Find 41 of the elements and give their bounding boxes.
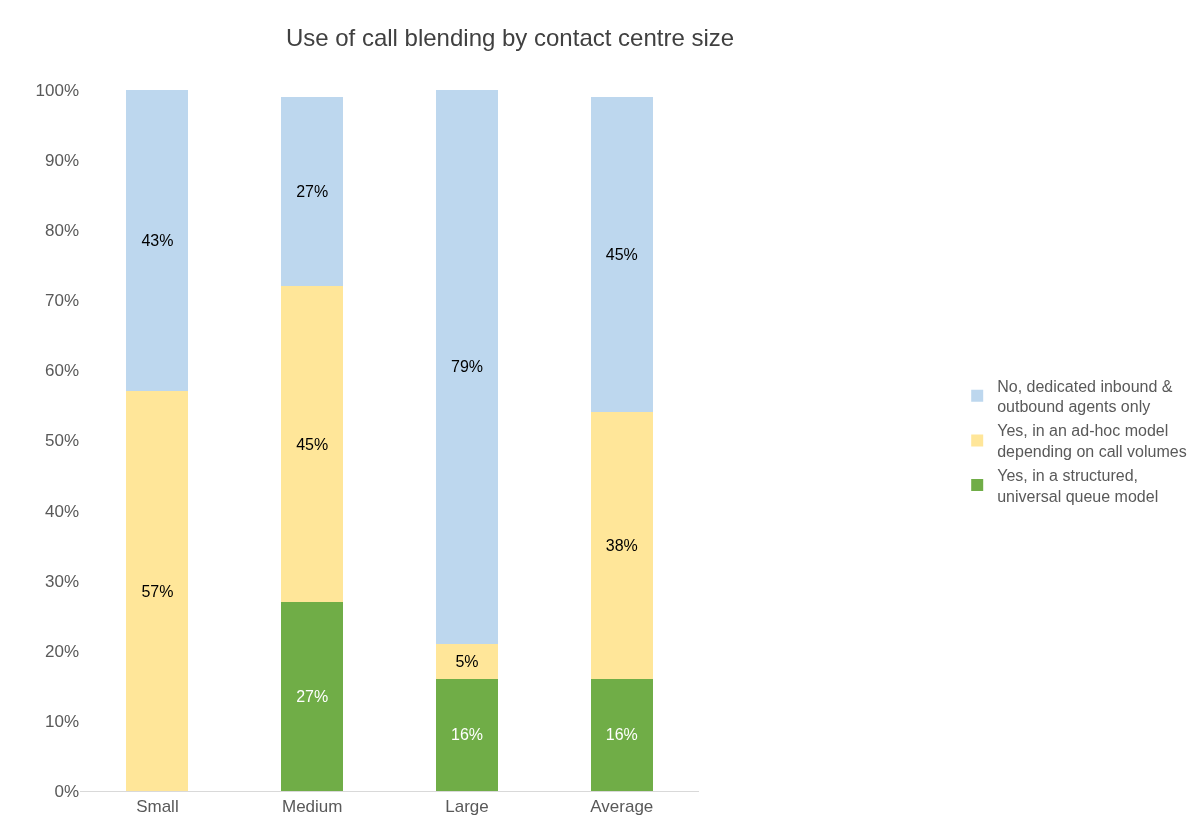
chart-title: Use of call blending by contact centre size bbox=[285, 24, 735, 52]
y-tick-label: 40% bbox=[44, 501, 79, 521]
data-label: 16% bbox=[605, 726, 638, 744]
data-label: 5% bbox=[455, 652, 479, 670]
bar bbox=[590, 412, 653, 679]
data-label: 43% bbox=[141, 232, 174, 250]
y-tick-label: 50% bbox=[44, 431, 79, 451]
legend-label: Yes, in a structured, universal queue model bbox=[997, 466, 1159, 505]
legend-label: No, dedicated inbound & outbound agents only bbox=[997, 377, 1173, 416]
y-tick-label: 0% bbox=[54, 781, 79, 801]
data-label: 45% bbox=[296, 435, 329, 453]
y-tick-label: 10% bbox=[44, 711, 79, 731]
bar bbox=[281, 601, 344, 791]
x-tick-label: Small bbox=[136, 797, 179, 817]
x-tick-label: Medium bbox=[281, 797, 343, 817]
x-tick-label: Large bbox=[445, 797, 489, 817]
bar bbox=[590, 97, 653, 413]
bar bbox=[126, 90, 189, 392]
y-tick-label: 60% bbox=[44, 361, 79, 381]
x-tick-label: Average bbox=[590, 797, 654, 817]
legend-label: Yes, in an ad-hoc model depending on call volumes bbox=[997, 422, 1187, 461]
bar bbox=[436, 90, 498, 644]
bar bbox=[436, 643, 498, 679]
data-label: 16% bbox=[450, 726, 484, 744]
bar bbox=[590, 678, 653, 791]
data-label: 27% bbox=[296, 687, 329, 705]
data-label: 27% bbox=[296, 183, 329, 201]
data-label: 45% bbox=[605, 246, 638, 264]
y-tick-label: 80% bbox=[44, 221, 79, 241]
y-tick-label: 90% bbox=[44, 151, 79, 171]
y-tick-label: 100% bbox=[35, 80, 79, 100]
y-tick-label: 30% bbox=[44, 571, 79, 591]
y-tick-label: 20% bbox=[44, 641, 79, 661]
bar bbox=[281, 97, 344, 287]
data-label: 79% bbox=[450, 358, 484, 376]
data-label: 57% bbox=[141, 582, 174, 600]
bar bbox=[436, 678, 498, 791]
bar bbox=[126, 391, 189, 791]
y-tick-label: 70% bbox=[44, 291, 79, 311]
bar bbox=[281, 286, 344, 602]
data-label: 38% bbox=[605, 537, 638, 555]
